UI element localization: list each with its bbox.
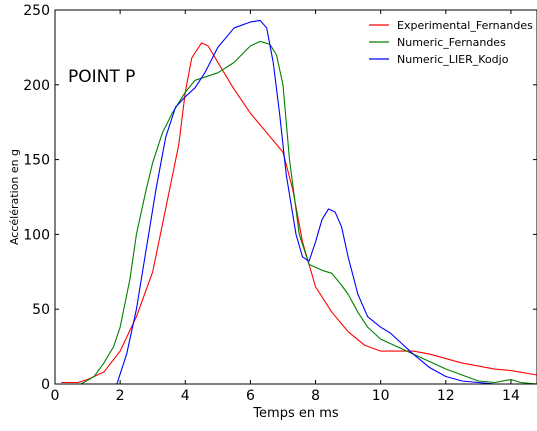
- ticks-layer: 0 2 4 6 8 10 12 14 0 50 100 150 200 250: [23, 3, 537, 404]
- x-axis-label: Temps en ms: [252, 406, 339, 421]
- series-line-0: [60, 42, 537, 384]
- y-axis-label: Accélération en g: [8, 149, 21, 245]
- x-tick-label: 0: [51, 388, 60, 404]
- series-line-1: [60, 40, 537, 384]
- x-tick-label: 6: [246, 388, 255, 404]
- legend: Experimental_Fernandes Numeric_Fernandes N…: [369, 19, 533, 66]
- x-tick-label: 8: [311, 388, 320, 404]
- y-tick-label: 0: [41, 377, 50, 393]
- plot-frame: [54, 9, 537, 385]
- legend-label-2: Numeric_LIER_Kodjo: [397, 53, 509, 66]
- x-tick-label: 10: [372, 388, 390, 404]
- x-tick-label: 12: [437, 388, 455, 404]
- point-annotation: POINT P: [68, 67, 135, 87]
- legend-label-0: Experimental_Fernandes: [397, 19, 533, 32]
- x-tick-label: 14: [502, 388, 520, 404]
- y-tick-label: 100: [23, 227, 50, 243]
- y-tick-label: 250: [23, 3, 50, 19]
- series-line-2: [116, 19, 537, 384]
- legend-label-1: Numeric_Fernandes: [397, 36, 506, 49]
- y-tick-label: 200: [23, 78, 50, 94]
- series-layer: [60, 19, 537, 384]
- y-tick-label: 50: [32, 302, 50, 318]
- y-tick-label: 150: [23, 153, 50, 169]
- x-tick-label: 4: [181, 388, 190, 404]
- x-tick-label: 2: [116, 388, 125, 404]
